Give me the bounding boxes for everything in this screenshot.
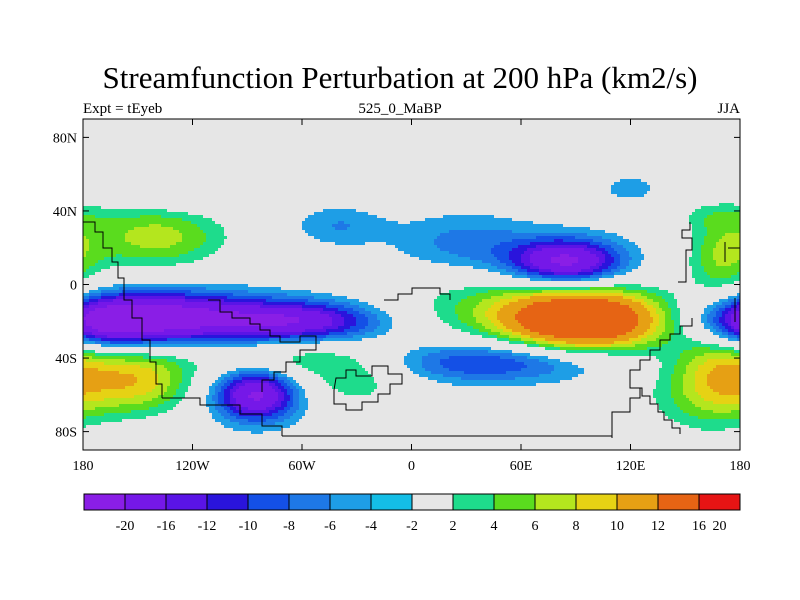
- colorbar-label: -4: [365, 519, 377, 534]
- colorbar-label: 16: [692, 519, 706, 534]
- coastline-australia: [611, 318, 693, 438]
- coastline-south-america: [162, 397, 283, 436]
- experiment-label: Expt = tEyeb: [83, 101, 163, 117]
- colorbar-label: -20: [116, 519, 135, 534]
- x-tick-label: 120E: [616, 459, 646, 474]
- colorbar-swatch: [206, 493, 249, 511]
- colorbar-label: -2: [406, 519, 418, 534]
- season-label: JJA: [717, 101, 740, 117]
- x-tick-label: 180: [730, 459, 751, 474]
- colorbar-label: -12: [198, 519, 217, 534]
- contour-band: [83, 179, 740, 434]
- contour-band: [83, 254, 578, 401]
- coastline-africa: [384, 287, 451, 301]
- contour-band: [515, 299, 638, 338]
- coastline-west-americas: [83, 221, 163, 398]
- y-tick-label: 40N: [53, 205, 77, 220]
- y-tick-label: 0: [70, 279, 77, 294]
- colorbar-swatch: [657, 493, 700, 511]
- colorbar-label: 12: [651, 519, 665, 534]
- y-tick-label: 80N: [53, 131, 77, 146]
- contour-band: [83, 203, 740, 431]
- colorbar-label: -10: [239, 519, 258, 534]
- y-axis: 80N 40N 0 40S 80S: [53, 131, 740, 441]
- colorbar-swatch: [124, 493, 167, 511]
- x-axis: 180 120W 60W 0 60E 120E 180: [73, 119, 751, 474]
- colorbar-swatch: [329, 493, 372, 511]
- coastline-south-atlantic: [333, 365, 403, 411]
- colorbar: -20 -16 -12 -10 -8 -6 -4 -2 2 4 6 8 10 12 16 20: [83, 493, 741, 534]
- coastline-east-pacific: [724, 242, 740, 322]
- contour-band: [83, 212, 740, 419]
- coastline-asia-east: [678, 222, 693, 283]
- colorbar-swatch: [165, 493, 208, 511]
- colorbar-swatch: [288, 493, 331, 511]
- colorbar-label: 8: [573, 519, 580, 534]
- contour-band: [83, 221, 740, 425]
- colorbar-label: 6: [532, 519, 539, 534]
- colorbar-swatch: [493, 493, 536, 511]
- contour-band: [83, 224, 740, 413]
- coastline-south-pacific-islands: [632, 387, 681, 434]
- colorbar-swatch: [411, 493, 454, 511]
- x-tick-label: 120W: [175, 459, 210, 474]
- colorbar-swatch: [616, 493, 659, 511]
- colorbar-swatch: [83, 493, 126, 511]
- colorbar-label: 4: [491, 519, 498, 534]
- colorbar-swatch: [370, 493, 413, 511]
- coastline-andes: [208, 299, 317, 392]
- contour-band: [83, 236, 740, 422]
- chart-title: Streamfunction Perturbation at 200 hPa (…: [102, 60, 698, 95]
- colorbar-label: -8: [283, 519, 295, 534]
- x-tick-label: 60W: [288, 459, 316, 474]
- colorbar-label: 2: [450, 519, 457, 534]
- colorbar-swatch: [534, 493, 577, 511]
- y-tick-label: 40S: [55, 352, 77, 367]
- colorbar-swatch: [698, 493, 741, 511]
- coastlines: [83, 221, 740, 438]
- case-label: 525_0_MaBP: [358, 101, 442, 117]
- contour-field: [83, 179, 740, 434]
- colorbar-swatch: [452, 493, 495, 511]
- colorbar-label: -6: [324, 519, 336, 534]
- contour-band: [83, 248, 740, 410]
- colorbar-label: 10: [610, 519, 624, 534]
- x-tick-label: 0: [408, 459, 415, 474]
- x-tick-label: 60E: [510, 459, 533, 474]
- colorbar-label: -16: [157, 519, 176, 534]
- colorbar-swatch: [247, 493, 290, 511]
- colorbar-label: 20: [713, 519, 727, 534]
- x-tick-label: 180: [73, 459, 94, 474]
- colorbar-swatch: [575, 493, 618, 511]
- y-tick-label: 80S: [55, 426, 77, 441]
